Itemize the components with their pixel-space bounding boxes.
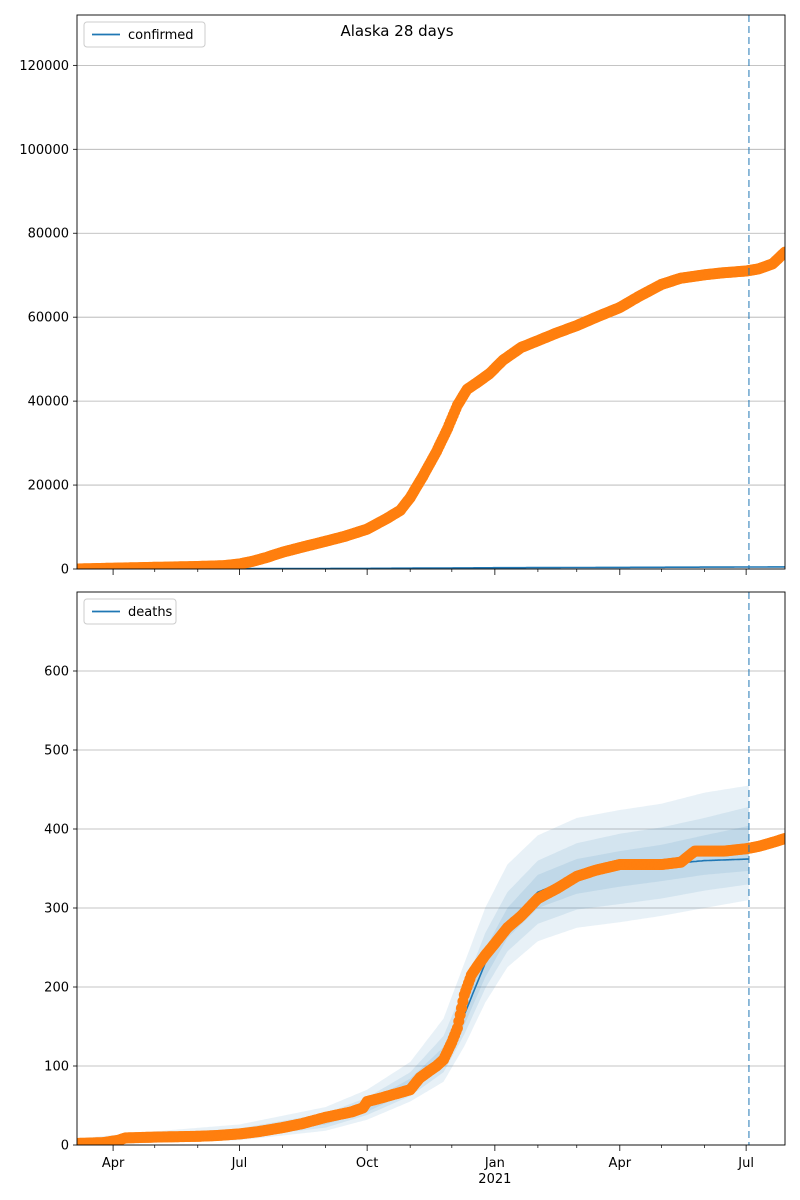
- observed-point: [779, 833, 785, 844]
- y-tick-label: 60000: [28, 311, 69, 326]
- x-tick-label: Apr: [102, 1156, 125, 1171]
- y-tick-label: 200: [44, 981, 69, 996]
- y-tick-label: 100: [44, 1060, 69, 1075]
- uncertainty-band: [77, 806, 749, 1145]
- x-axis: Apr Jul Oct Jan Apr Jul 2021: [102, 1156, 754, 1187]
- legend-box: [83, 598, 177, 625]
- observed-points: [77, 246, 785, 569]
- x-tick-label: Jul: [737, 1156, 754, 1171]
- x-year-label: 2021: [478, 1172, 511, 1187]
- confirmed-panel: 0 20000 40000 60000 80000 100000 120000 confirm…: [19, 14, 786, 578]
- figure-title: Alaska 28 days: [340, 22, 453, 40]
- legend: confirmed: [83, 21, 206, 48]
- y-tick-label: 0: [61, 563, 69, 578]
- legend-label: deaths: [128, 605, 173, 620]
- y-tick-label: 400: [44, 823, 69, 838]
- y-tick-label: 300: [44, 902, 69, 917]
- legend: deaths: [83, 598, 177, 625]
- x-tick-label: Oct: [356, 1156, 378, 1171]
- x-tick-label: Apr: [609, 1156, 632, 1171]
- x-tick-label: Jan: [484, 1156, 505, 1171]
- observed-point: [779, 246, 785, 258]
- plot-frame: [76, 14, 786, 570]
- observed-points: [77, 833, 785, 1145]
- y-tick-label: 100000: [19, 143, 69, 158]
- plot-frame: [76, 591, 786, 1146]
- y-tick-label: 500: [44, 744, 69, 759]
- legend-box: [83, 21, 206, 48]
- y-tick-label: 80000: [28, 227, 69, 242]
- deaths-panel: 0 100 200 300 400 500 600 deaths: [44, 591, 786, 1154]
- y-tick-label: 0: [61, 1139, 69, 1154]
- y-tick-label: 20000: [28, 479, 69, 494]
- y-tick-label: 120000: [19, 59, 69, 74]
- legend-label: confirmed: [128, 28, 194, 43]
- y-tick-label: 40000: [28, 395, 69, 410]
- y-tick-label: 600: [44, 665, 69, 680]
- x-tick-label: Jul: [231, 1156, 248, 1171]
